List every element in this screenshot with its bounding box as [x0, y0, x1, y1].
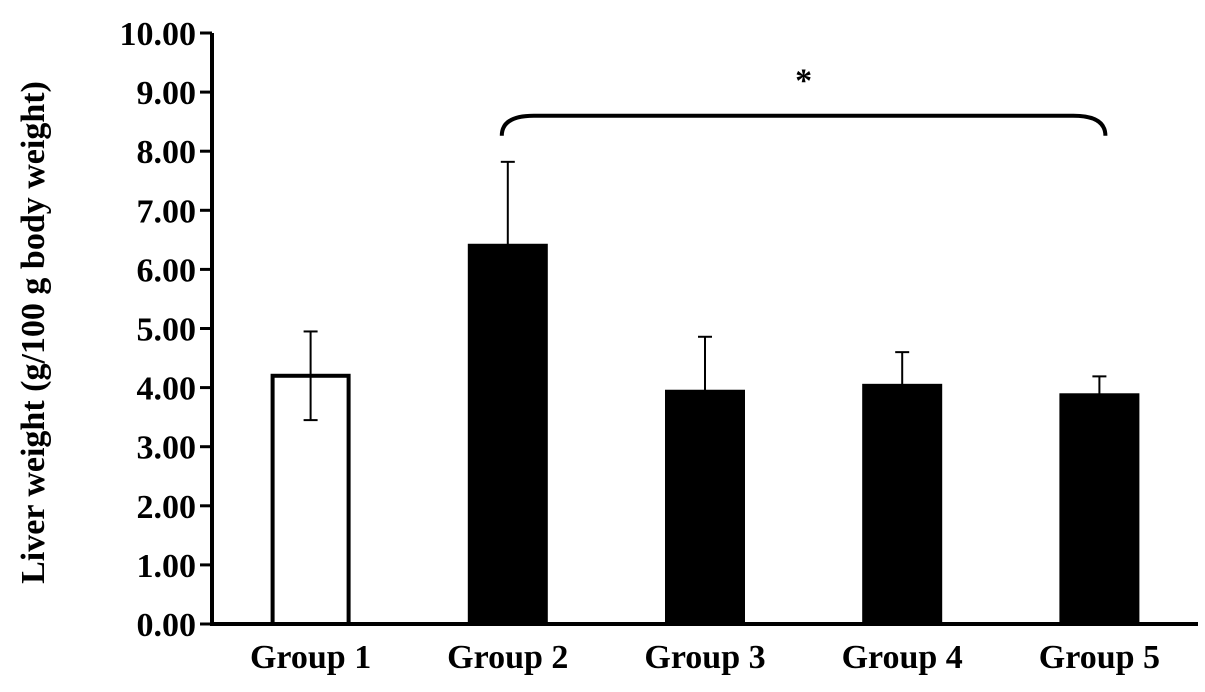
x-tick-label: Group 3 — [644, 639, 765, 676]
bars — [270, 243, 1140, 626]
y-tick-label: 7.00 — [137, 193, 197, 230]
y-tick-label: 1.00 — [137, 548, 197, 585]
y-tick-label: 6.00 — [137, 252, 197, 289]
error-bars — [303, 160, 1107, 422]
x-tick-label: Group 4 — [842, 639, 963, 676]
significance-asterisk: * — [795, 62, 812, 99]
y-axis-title: Liver weight (g/100 g body weight) — [15, 81, 52, 584]
x-tick-label: Group 5 — [1039, 639, 1160, 676]
bar-group-5 — [1059, 393, 1140, 626]
y-tick-label: 10.00 — [120, 16, 197, 53]
y-tick-label: 0.00 — [137, 607, 197, 644]
x-tick-label: Group 1 — [250, 639, 371, 676]
x-tick-label: Group 2 — [447, 639, 568, 676]
y-tick-label: 4.00 — [137, 371, 197, 408]
annotations: * — [499, 62, 1108, 136]
y-tick-label: 3.00 — [137, 430, 197, 467]
significance-bracket — [499, 113, 1108, 136]
x-axis-labels: Group 1 Group 2 Group 3 Group 4 Group 5 — [250, 639, 1160, 676]
bar-group-4 — [862, 383, 943, 626]
bar-group-3 — [665, 389, 745, 626]
y-tick-label: 8.00 — [137, 134, 197, 171]
y-tick-label: 5.00 — [137, 312, 197, 349]
y-tick-label: 2.00 — [137, 489, 197, 526]
bar-group-2 — [467, 243, 548, 626]
y-tick-label: 9.00 — [137, 75, 197, 112]
y-axis-ticks: 0.00 1.00 2.00 3.00 4.00 5.00 6.00 7.00 8.00 9.00… — [120, 16, 212, 644]
